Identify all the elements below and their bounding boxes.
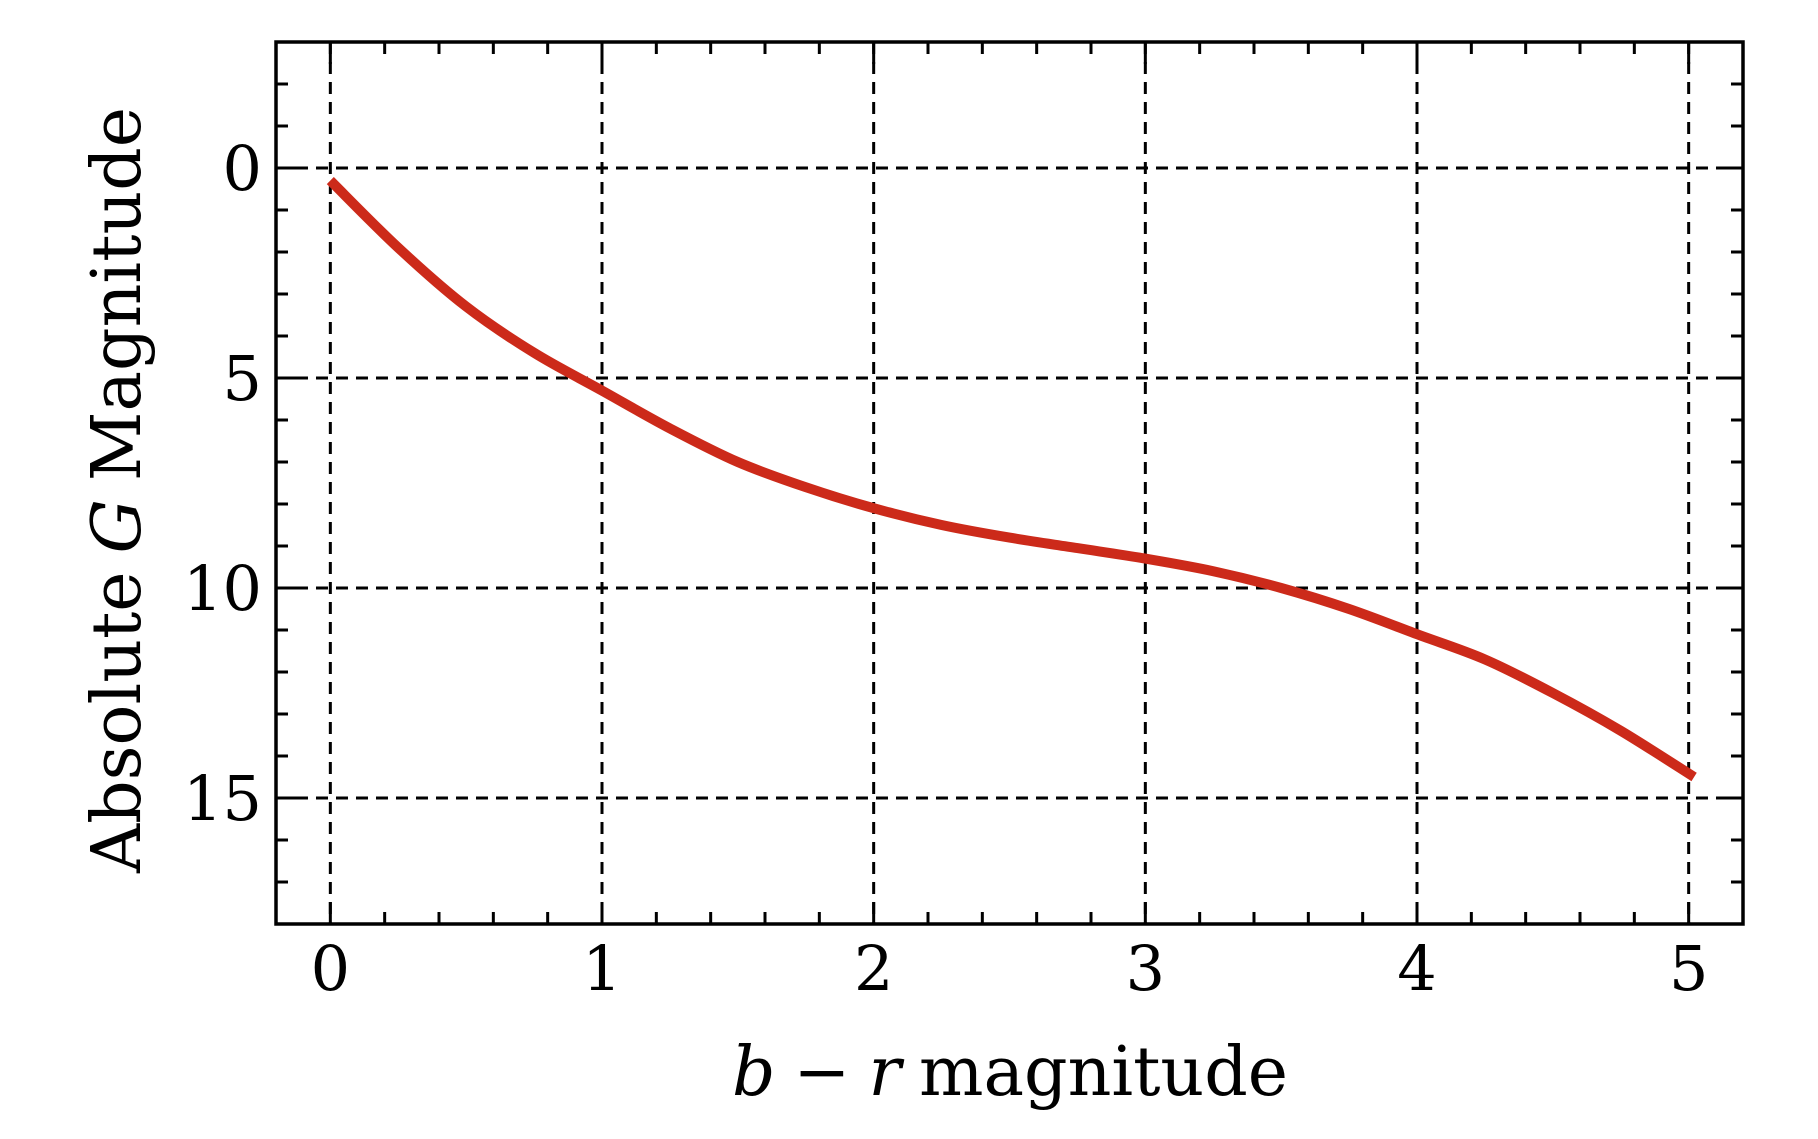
series: [326, 177, 1697, 782]
y-tick-label-3: 15: [183, 762, 262, 835]
axis-ticks: [274, 40, 1745, 926]
x-tick-label-5: 5: [1669, 932, 1708, 1005]
tick-labels: 0 1 2 3 4 5 0 5 10 15: [183, 132, 1708, 1005]
y-tick-label-2: 10: [183, 552, 262, 625]
x-label-var1: b: [732, 1033, 776, 1112]
x-tick-label-4: 4: [1397, 932, 1436, 1005]
x-label-var2: r: [869, 1033, 905, 1112]
x-label-rest: magnitude: [919, 1033, 1288, 1112]
y-label-pre: Absolute: [78, 571, 157, 874]
plot-frame: [274, 40, 1745, 926]
x-axis-label: b − r magnitude: [732, 1033, 1288, 1112]
x-label-operator: −: [794, 1033, 851, 1112]
series-line-0: [326, 177, 1697, 782]
x-tick-label-1: 1: [582, 932, 621, 1005]
x-tick-label-2: 2: [854, 932, 893, 1005]
grid: [276, 42, 1743, 924]
y-axis-label: Absolute G Magnitude: [78, 107, 157, 874]
x-tick-label-0: 0: [311, 932, 350, 1005]
y-tick-label-1: 5: [223, 342, 262, 415]
y-label-post: Magnitude: [78, 107, 157, 481]
y-tick-label-0: 0: [223, 132, 262, 205]
x-tick-label-3: 3: [1126, 932, 1165, 1005]
y-label-var: G: [78, 499, 157, 553]
